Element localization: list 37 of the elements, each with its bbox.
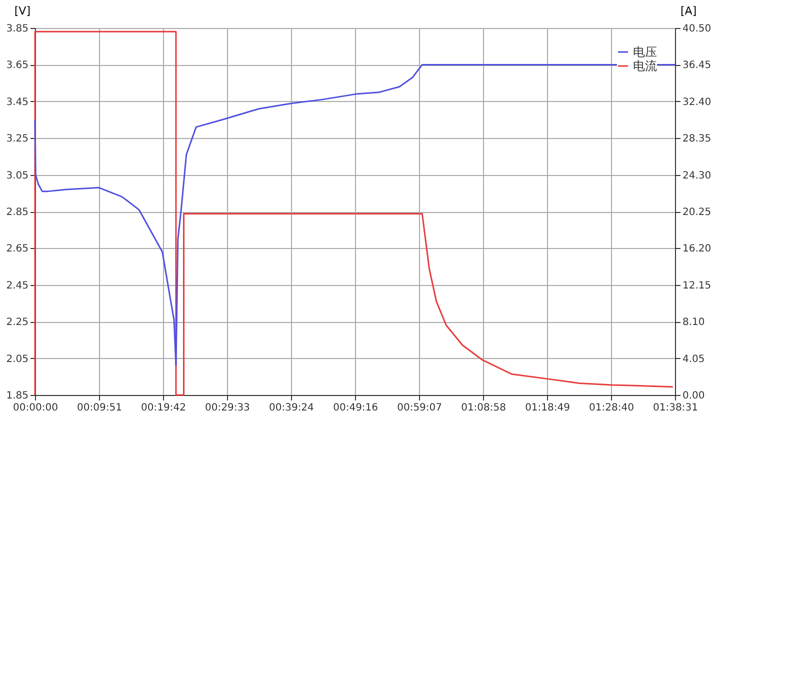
y2-tick-label: 8.10 [682,317,705,328]
x-tick-label: 00:59:07 [397,402,442,414]
y2-tick-label: 36.45 [682,60,712,72]
y-tick-label: 2.65 [6,244,28,255]
y-tick-label: 3.45 [6,96,28,108]
y-tick-label: 3.85 [6,24,28,34]
y2-tick-label: 20.25 [682,207,712,218]
y-tick-label: 2.45 [6,280,28,292]
x-tick-label: 01:08:58 [461,402,506,414]
y2-tick-label: 0.00 [682,390,705,402]
x-tick-label: 00:39:24 [268,402,314,414]
legend-label: 电压 [633,45,657,59]
y2-tick-label: 24.30 [682,170,712,182]
y2-tick-label: 40.50 [682,24,712,34]
x-tick-label: 01:18:49 [525,402,570,414]
x-tick-label: 00:09:51 [77,402,122,414]
y-tick-label: 2.05 [6,354,28,365]
x-tick-label: 00:49:16 [333,402,378,414]
y2-tick-label: 28.35 [682,134,712,145]
y-tick-label: 3.05 [6,170,28,182]
y2-tick-label: 32.40 [682,96,712,108]
y-tick-label: 3.65 [6,60,28,72]
x-tick-label: 00:00:00 [13,402,58,414]
x-tick-label: 01:28:40 [589,402,634,414]
y-tick-label: 2.85 [6,207,28,218]
legend-label: 电流 [633,59,657,73]
y-axis-title: [V] [14,4,30,18]
x-tick-label: 01:38:31 [653,402,698,414]
x-tick-label: 00:19:42 [141,402,186,414]
y2-tick-label: 16.20 [682,244,712,255]
y-tick-label: 1.85 [6,390,28,402]
y2-tick-label: 12.15 [682,280,712,292]
x-tick-label: 00:29:33 [205,402,250,414]
y2-axis-title: [A] [680,4,697,18]
y-tick-label: 2.25 [6,317,28,328]
y-tick-label: 3.25 [6,134,28,145]
y2-tick-label: 4.05 [682,354,705,365]
